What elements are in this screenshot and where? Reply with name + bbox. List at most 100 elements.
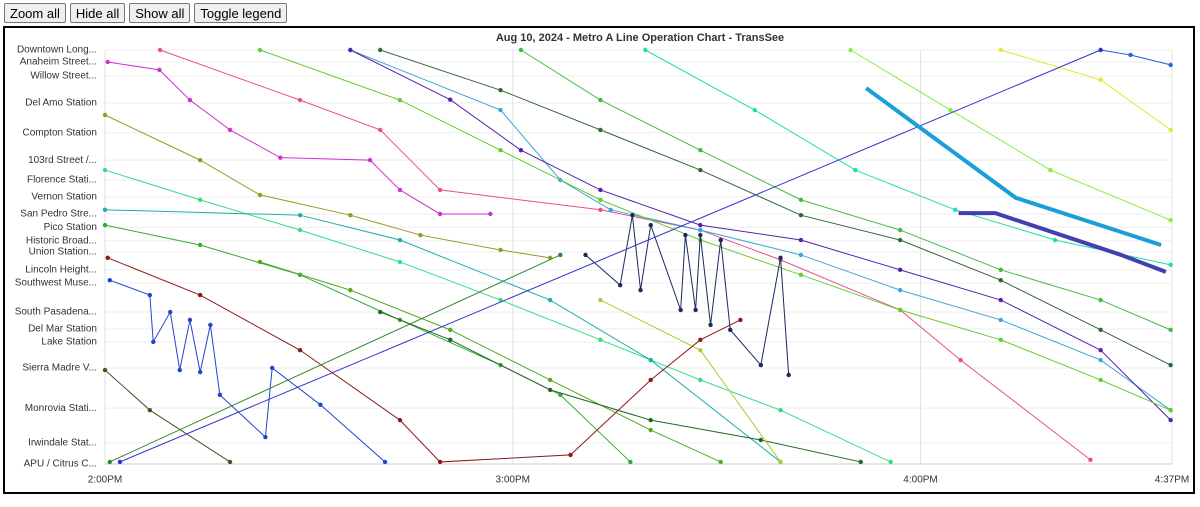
point <box>157 67 162 73</box>
point <box>547 297 553 303</box>
series-line <box>119 49 1101 463</box>
x-tick-label: 2:00PM <box>88 475 122 486</box>
toolbar-button[interactable]: Hide all <box>69 3 126 23</box>
point <box>998 267 1003 273</box>
point <box>448 337 453 342</box>
toolbar-button[interactable]: Toggle legend <box>194 3 288 23</box>
point <box>1128 52 1133 58</box>
point <box>853 167 858 173</box>
series-line <box>104 209 781 463</box>
point <box>728 327 733 333</box>
point <box>297 227 303 233</box>
y-tick-label: Historic Broad... <box>26 235 97 246</box>
chart-frame <box>3 26 1195 494</box>
point <box>598 197 603 203</box>
point <box>708 322 713 328</box>
point <box>147 407 153 413</box>
chart-title: Aug 10, 2024 - Metro A Line Operation Ch… <box>496 32 784 44</box>
series-line <box>350 49 1171 411</box>
point <box>197 369 203 375</box>
point <box>348 287 353 293</box>
point <box>698 147 703 153</box>
point <box>953 207 958 213</box>
point <box>367 157 373 163</box>
series-line <box>600 299 781 463</box>
point <box>498 107 503 113</box>
point <box>297 347 303 353</box>
point <box>998 297 1003 303</box>
point <box>418 232 423 238</box>
series-line <box>109 279 386 463</box>
point <box>858 459 863 465</box>
point <box>648 417 653 423</box>
point <box>488 211 493 217</box>
x-tick-label: 3:00PM <box>496 475 530 486</box>
point <box>1168 217 1173 223</box>
point <box>518 147 524 153</box>
point <box>897 237 903 243</box>
point <box>107 459 112 465</box>
point <box>648 377 653 383</box>
toolbar-button[interactable]: Zoom all <box>4 3 66 23</box>
y-tick-label: Vernon Station <box>31 192 97 203</box>
y-tick-label: Anaheim Street... <box>20 57 97 68</box>
point <box>998 277 1003 283</box>
point <box>698 227 703 233</box>
point <box>888 459 893 465</box>
point <box>718 237 723 243</box>
point <box>157 47 163 53</box>
toolbar: Zoom all Hide all Show all Toggle legend <box>4 3 288 23</box>
point <box>257 192 263 198</box>
point <box>568 452 573 458</box>
y-tick-label: Lake Station <box>41 337 97 348</box>
point <box>998 337 1003 342</box>
series-line <box>645 49 1171 266</box>
y-tick-label: South Pasadena... <box>15 307 97 318</box>
point <box>437 459 443 465</box>
point <box>778 255 783 261</box>
point <box>227 459 233 465</box>
point <box>778 459 783 465</box>
toolbar-button[interactable]: Show all <box>129 3 191 23</box>
point <box>498 87 503 93</box>
point <box>177 367 182 373</box>
y-tick-label: Lincoln Height... <box>25 264 97 275</box>
point <box>227 127 233 133</box>
series-line <box>850 49 1171 221</box>
point <box>1168 362 1173 368</box>
point <box>897 307 903 313</box>
series-line <box>864 86 1162 247</box>
point <box>1168 262 1173 268</box>
y-tick-label: APU / Citrus C... <box>24 459 97 470</box>
point <box>187 317 193 323</box>
y-tick-label: Downtown Long... <box>17 45 97 56</box>
point <box>897 287 903 293</box>
point <box>752 107 757 113</box>
y-tick-label: Irwindale Stat... <box>28 438 97 449</box>
point <box>598 97 603 103</box>
point <box>638 287 643 293</box>
y-tick-label: Union Station... <box>29 247 97 258</box>
point <box>958 357 963 363</box>
series-line <box>104 369 231 463</box>
point <box>547 377 553 383</box>
point <box>1048 167 1053 173</box>
point <box>397 417 403 423</box>
point <box>1052 237 1058 243</box>
point <box>798 272 804 278</box>
y-tick-label: Monrovia Stati... <box>25 403 97 414</box>
point <box>738 317 743 323</box>
point <box>1168 417 1173 423</box>
point <box>1168 327 1173 333</box>
point <box>1168 62 1173 68</box>
point <box>448 97 453 102</box>
point <box>102 112 108 118</box>
point <box>1168 407 1173 413</box>
point <box>598 337 603 342</box>
series-line <box>958 211 1167 274</box>
point <box>698 167 703 173</box>
point <box>897 267 903 273</box>
point <box>1098 377 1103 383</box>
